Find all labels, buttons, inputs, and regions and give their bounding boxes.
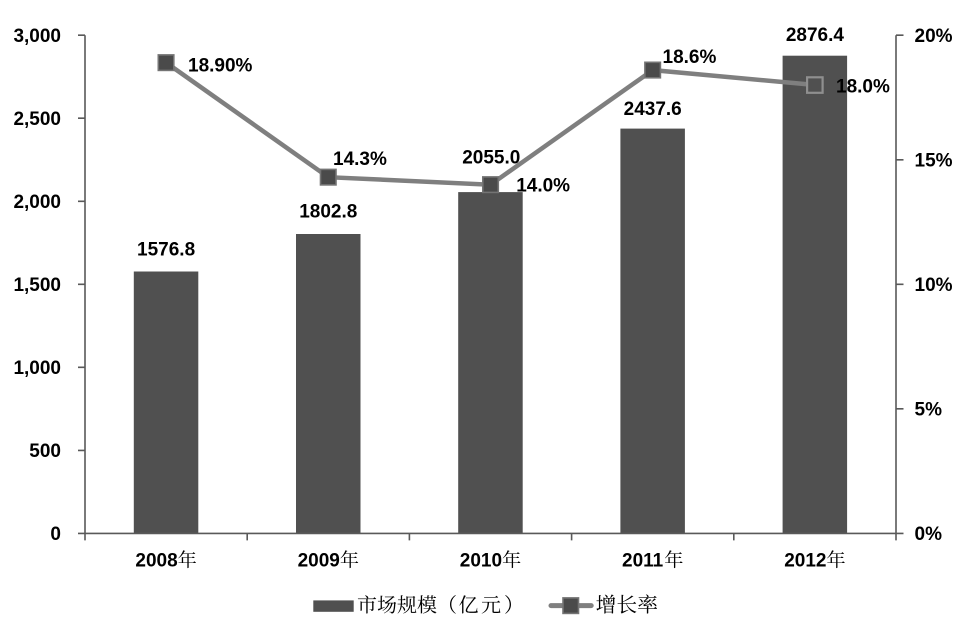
svg-text:2011: 2011	[622, 551, 664, 572]
svg-text:2055.0: 2055.0	[462, 147, 520, 168]
svg-text:2437.6: 2437.6	[624, 99, 682, 120]
svg-text:3,000: 3,000	[13, 26, 61, 47]
svg-text:1,000: 1,000	[13, 358, 61, 379]
svg-text:500: 500	[29, 441, 61, 462]
svg-text:14.3%: 14.3%	[333, 149, 387, 170]
svg-text:2,000: 2,000	[13, 192, 61, 213]
svg-text:2008: 2008	[135, 551, 177, 572]
svg-text:20%: 20%	[915, 26, 953, 47]
svg-text:18.6%: 18.6%	[663, 47, 717, 68]
svg-text:2,500: 2,500	[13, 109, 61, 130]
svg-text:15%: 15%	[915, 151, 953, 172]
svg-text:2876.4: 2876.4	[786, 25, 845, 46]
svg-text:0: 0	[50, 524, 61, 545]
svg-text:18.90%: 18.90%	[188, 55, 253, 76]
svg-text:0%: 0%	[915, 524, 943, 545]
svg-text:1802.8: 1802.8	[299, 201, 357, 222]
svg-text:10%: 10%	[915, 275, 953, 296]
svg-text:1,500: 1,500	[13, 275, 61, 296]
svg-text:18.0%: 18.0%	[836, 76, 890, 97]
svg-text:2012: 2012	[784, 551, 826, 572]
svg-text:1576.8: 1576.8	[137, 240, 195, 261]
svg-text:2010: 2010	[460, 551, 502, 572]
svg-text:2009: 2009	[298, 551, 340, 572]
svg-text:14.0%: 14.0%	[516, 175, 570, 196]
svg-text:5%: 5%	[915, 400, 943, 421]
